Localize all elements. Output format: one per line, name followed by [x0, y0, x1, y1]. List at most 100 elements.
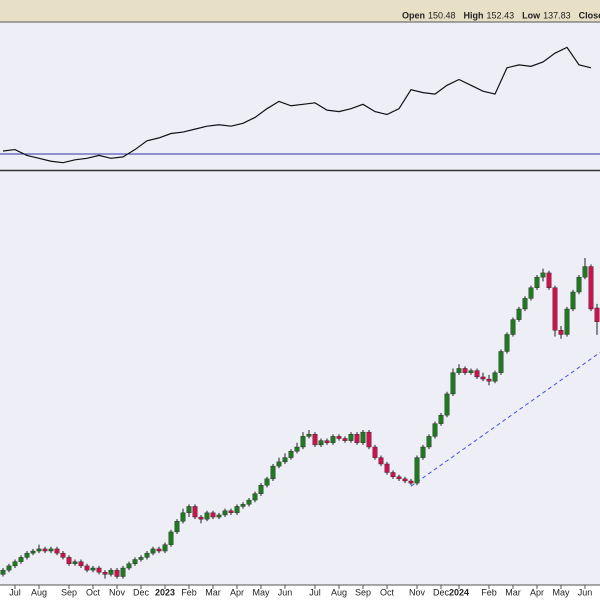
candle-body: [168, 531, 174, 545]
candle-body: [402, 478, 408, 482]
candle-body: [264, 478, 270, 486]
candle-body: [318, 440, 324, 446]
candle-body: [174, 521, 180, 533]
candle-body: [102, 572, 108, 575]
header-label: Low: [522, 10, 541, 20]
candle-body: [42, 548, 48, 552]
candle-body: [132, 559, 138, 564]
candle-body: [138, 557, 144, 560]
candle-body: [198, 516, 204, 520]
candle-body: [114, 569, 120, 577]
candle-body: [432, 423, 438, 437]
x-tick-label: Apr: [530, 587, 544, 597]
candle-body: [120, 567, 126, 577]
candle-body: [492, 372, 498, 382]
candle-body: [234, 506, 240, 514]
x-tick-label: 2024: [449, 587, 469, 597]
candle-body: [396, 476, 402, 480]
x-tick-label: Dec: [433, 587, 450, 597]
candle-body: [330, 436, 336, 443]
x-tick-label: Apr: [230, 587, 244, 597]
candle-body: [186, 506, 192, 514]
candle-body: [372, 446, 378, 458]
header-label: Open: [402, 10, 425, 20]
candle-body: [390, 472, 396, 477]
candle-body: [306, 434, 312, 437]
candle-body: [66, 557, 72, 564]
candle-body: [582, 266, 588, 278]
candle-body: [18, 557, 24, 562]
candle-body: [456, 368, 462, 373]
candle-body: [210, 512, 216, 518]
candle-body: [252, 493, 258, 501]
candle-body: [192, 506, 198, 518]
candle-body: [366, 431, 372, 448]
candle-body: [48, 548, 54, 552]
candle-body: [594, 307, 600, 322]
x-tick-label: Mar: [505, 587, 521, 597]
candle-body: [216, 514, 222, 518]
header-value: 150.48: [428, 10, 456, 20]
x-tick-label: Sep: [355, 587, 371, 597]
x-tick-label: Jul: [9, 587, 21, 597]
candle-body: [0, 569, 6, 575]
candle-body: [408, 480, 414, 484]
candle-body: [570, 291, 576, 310]
price-panel: [0, 171, 600, 585]
candle-body: [300, 436, 306, 448]
candle-body: [246, 499, 252, 505]
x-tick-label: Dec: [133, 587, 150, 597]
x-tick-label: May: [252, 587, 270, 597]
candle-body: [438, 414, 444, 424]
candle-body: [426, 436, 432, 448]
header-label: Close: [579, 10, 600, 20]
candle-body: [534, 276, 540, 288]
candle-body: [312, 434, 318, 446]
candle-body: [552, 287, 558, 331]
candle-body: [54, 548, 60, 554]
candle-body: [258, 485, 264, 494]
candle-body: [36, 548, 42, 552]
candle-body: [450, 372, 456, 395]
candle-body: [294, 446, 300, 452]
candle-body: [528, 287, 534, 299]
candle-body: [12, 561, 18, 567]
candle-body: [282, 457, 288, 463]
header-bar: [0, 0, 600, 22]
candle-body: [558, 330, 564, 335]
candle-body: [144, 552, 150, 558]
candle-body: [24, 552, 30, 558]
candle-body: [60, 552, 66, 558]
candle-body: [90, 567, 96, 571]
x-tick-label: Feb: [481, 587, 497, 597]
candle-body: [576, 276, 582, 293]
x-tick-label: Oct: [380, 587, 395, 597]
candle-body: [486, 378, 492, 382]
candle-body: [498, 351, 504, 373]
candle-body: [96, 567, 102, 573]
x-tick-label: Oct: [86, 587, 101, 597]
candle-body: [468, 370, 474, 373]
x-tick-label: Jun: [278, 587, 293, 597]
x-tick-label: Jul: [309, 587, 321, 597]
x-tick-label: Aug: [31, 587, 47, 597]
candle-body: [540, 272, 546, 278]
candle-body: [204, 512, 210, 520]
candle-body: [72, 561, 78, 564]
candle-body: [78, 561, 84, 567]
candle-body: [30, 550, 36, 554]
candle-body: [270, 465, 276, 480]
candle-body: [546, 272, 552, 288]
trendline: [410, 352, 600, 487]
candle-body: [342, 438, 348, 441]
header-label: High: [464, 10, 484, 20]
x-tick-label: Nov: [409, 587, 426, 597]
candle-body: [516, 308, 522, 320]
candle-body: [180, 512, 186, 522]
candle-body: [480, 376, 486, 380]
candle-body: [522, 298, 528, 310]
candle-body: [444, 393, 450, 416]
candle-body: [462, 368, 468, 373]
candle-body: [474, 370, 480, 378]
